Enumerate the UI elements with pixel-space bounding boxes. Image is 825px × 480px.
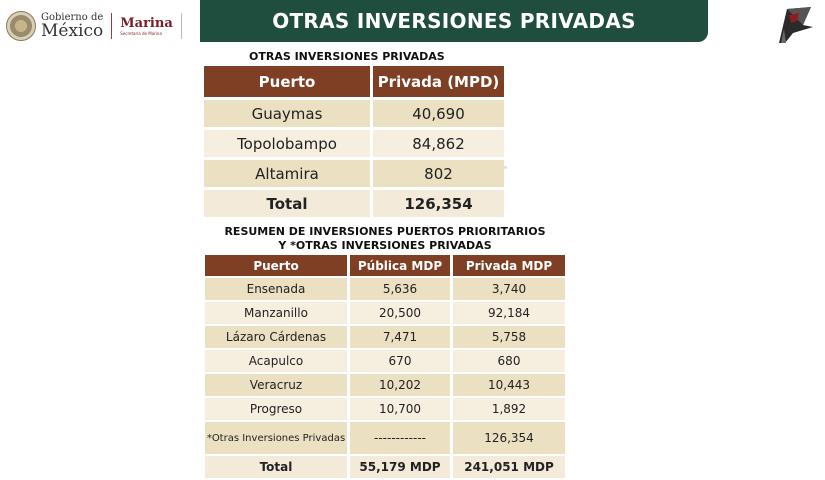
decorative-dot	[504, 166, 507, 169]
marina-logo: Marina Secretaría de Marina	[120, 17, 172, 36]
cell-total-label: Total	[205, 456, 350, 478]
gobierno-text: Gobierno de México	[41, 11, 104, 41]
cell-total-label: Total	[204, 190, 373, 217]
cell-privada: 126,354	[453, 422, 565, 454]
table-total-row: Total 126,354	[204, 190, 504, 217]
gobierno-line2: México	[41, 20, 104, 41]
cell-puerto: Acapulco	[205, 350, 350, 372]
cell-publica: 5,636	[350, 278, 453, 300]
table-row: Guaymas 40,690	[204, 100, 504, 127]
summary-investment-table: Puerto Pública MDP Privada MDP Ensenada …	[205, 253, 565, 480]
private-investment-table: Puerto Privada (MPD) Guaymas 40,690 Topo…	[204, 63, 504, 220]
cell-puerto: Topolobampo	[204, 130, 373, 157]
cell-publica: 10,700	[350, 398, 453, 420]
gobierno-logo: Gobierno de México Marina Secretaría de …	[6, 11, 182, 41]
cell-total-value: 126,354	[373, 190, 504, 217]
table1-title: OTRAS INVERSIONES PRIVADAS	[249, 50, 445, 63]
cell-privada: 5,758	[453, 326, 565, 348]
table-total-row: Total 55,179 MDP 241,051 MDP	[205, 456, 565, 478]
table-header-row: Puerto Privada (MPD)	[204, 66, 504, 97]
table-row: Acapulco 670 680	[205, 350, 565, 372]
gobierno-line1: Gobierno de	[41, 11, 104, 23]
marina-label: Marina	[120, 15, 173, 31]
cell-publica: 20,500	[350, 302, 453, 324]
table-row: Veracruz 10,202 10,443	[205, 374, 565, 396]
cell-privada: 680	[453, 350, 565, 372]
table-row: Topolobampo 84,862	[204, 130, 504, 157]
cell-privada: 802	[373, 160, 504, 187]
cell-puerto: Ensenada	[205, 278, 350, 300]
cell-privada: 84,862	[373, 130, 504, 157]
cell-privada: 92,184	[453, 302, 565, 324]
logo-divider-2	[180, 13, 182, 39]
col-header-publica: Pública MDP	[350, 255, 453, 276]
cell-puerto: Progreso	[205, 398, 350, 420]
cell-total-publica: 55,179 MDP	[350, 456, 453, 478]
cell-puerto: Guaymas	[204, 100, 373, 127]
table2-title-line1: RESUMEN DE INVERSIONES PUERTOS PRIORITAR…	[224, 225, 546, 238]
table-row: Progreso 10,700 1,892	[205, 398, 565, 420]
title-banner: OTRAS INVERSIONES PRIVADAS	[200, 0, 708, 42]
cell-publica: 7,471	[350, 326, 453, 348]
cell-publica: 670	[350, 350, 453, 372]
page-title: OTRAS INVERSIONES PRIVADAS	[272, 9, 636, 33]
cell-publica: ------------	[350, 422, 453, 454]
table-row: Lázaro Cárdenas 7,471 5,758	[205, 326, 565, 348]
col-header-privada: Privada (MPD)	[373, 66, 504, 97]
cell-privada: 1,892	[453, 398, 565, 420]
logo-divider	[111, 13, 113, 39]
cell-puerto: Manzanillo	[205, 302, 350, 324]
table-row: Altamira 802	[204, 160, 504, 187]
cell-privada: 10,443	[453, 374, 565, 396]
cell-puerto: Veracruz	[205, 374, 350, 396]
col-header-privada: Privada MDP	[453, 255, 565, 276]
cell-total-privada: 241,051 MDP	[453, 456, 565, 478]
col-header-puerto: Puerto	[204, 66, 373, 97]
table-row: Manzanillo 20,500 92,184	[205, 302, 565, 324]
cell-puerto: *Otras Inversiones Privadas	[205, 422, 350, 454]
table2-title-line2: Y *OTRAS INVERSIONES PRIVADAS	[278, 239, 492, 252]
cell-privada: 40,690	[373, 100, 504, 127]
table-row: *Otras Inversiones Privadas ------------…	[205, 422, 565, 454]
cell-publica: 10,202	[350, 374, 453, 396]
col-header-puerto: Puerto	[205, 255, 350, 276]
table-row: Ensenada 5,636 3,740	[205, 278, 565, 300]
table2-title: RESUMEN DE INVERSIONES PUERTOS PRIORITAR…	[205, 225, 565, 253]
cell-puerto: Altamira	[204, 160, 373, 187]
marina-sub-label: Secretaría de Marina	[120, 30, 162, 36]
national-seal-icon	[6, 11, 36, 41]
table-header-row: Puerto Pública MDP Privada MDP	[205, 255, 565, 276]
flag-emblem-icon	[779, 7, 813, 43]
cell-puerto: Lázaro Cárdenas	[205, 326, 350, 348]
cell-privada: 3,740	[453, 278, 565, 300]
